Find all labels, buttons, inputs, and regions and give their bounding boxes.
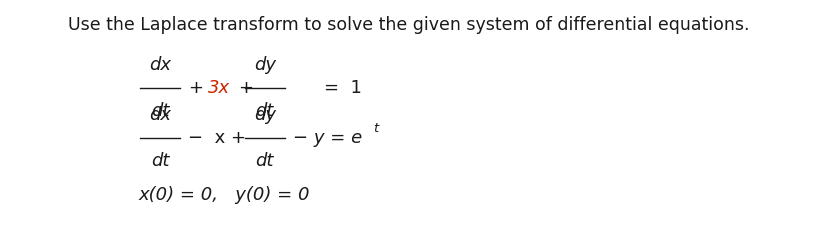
Text: t: t xyxy=(373,122,379,135)
Text: dx: dx xyxy=(149,56,171,74)
Text: dt: dt xyxy=(256,102,274,120)
Text: +: + xyxy=(188,79,203,97)
Text: dy: dy xyxy=(254,106,276,124)
Text: Use the Laplace transform to solve the given system of differential equations.: Use the Laplace transform to solve the g… xyxy=(68,16,749,34)
Text: dy: dy xyxy=(254,56,276,74)
Text: −  x +: − x + xyxy=(188,129,246,147)
Text: dt: dt xyxy=(151,102,169,120)
Text: 3x: 3x xyxy=(208,79,230,97)
Text: =  1: = 1 xyxy=(324,79,361,97)
Text: dt: dt xyxy=(256,152,274,170)
Text: x(0) = 0,   y(0) = 0: x(0) = 0, y(0) = 0 xyxy=(138,186,310,204)
Text: dx: dx xyxy=(149,106,171,124)
Text: − y = e: − y = e xyxy=(293,129,362,147)
Text: +: + xyxy=(239,79,253,97)
Text: dt: dt xyxy=(151,152,169,170)
